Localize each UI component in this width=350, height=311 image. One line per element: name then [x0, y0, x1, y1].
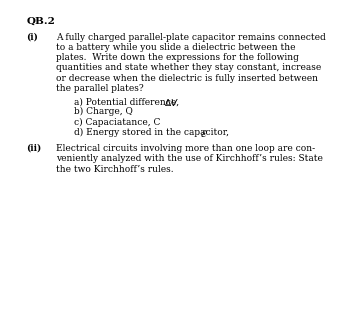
Text: a) Potential difference,: a) Potential difference, [74, 97, 182, 106]
Text: b) Charge, Q: b) Charge, Q [74, 107, 132, 116]
Text: quantities and state whether they stay constant, increase: quantities and state whether they stay c… [56, 63, 321, 72]
Text: to a battery while you slide a dielectric between the: to a battery while you slide a dielectri… [56, 43, 295, 52]
Text: d) Energy stored in the capacitor,: d) Energy stored in the capacitor, [74, 128, 231, 137]
Text: plates.  Write down the expressions for the following: plates. Write down the expressions for t… [56, 53, 299, 62]
Text: A fully charged parallel-plate capacitor remains connected: A fully charged parallel-plate capacitor… [56, 33, 326, 42]
Text: the parallel plates?: the parallel plates? [56, 84, 144, 93]
Text: Electrical circuits involving more than one loop are con-: Electrical circuits involving more than … [56, 144, 315, 153]
Text: or decrease when the dielectric is fully inserted between: or decrease when the dielectric is fully… [56, 74, 318, 83]
Text: QB.2: QB.2 [26, 17, 55, 26]
Text: the two Kirchhoff’s rules.: the two Kirchhoff’s rules. [56, 165, 174, 174]
Text: (i): (i) [26, 33, 38, 42]
Text: c) Capaciatance, C: c) Capaciatance, C [74, 118, 160, 127]
Text: veniently analyzed with the use of Kirchhoff’s rules: State: veniently analyzed with the use of Kirch… [56, 154, 323, 163]
Text: $\mathcal{E}$: $\mathcal{E}$ [200, 128, 208, 139]
Text: (ii): (ii) [26, 144, 42, 153]
Text: $\Delta V$: $\Delta V$ [164, 97, 178, 108]
